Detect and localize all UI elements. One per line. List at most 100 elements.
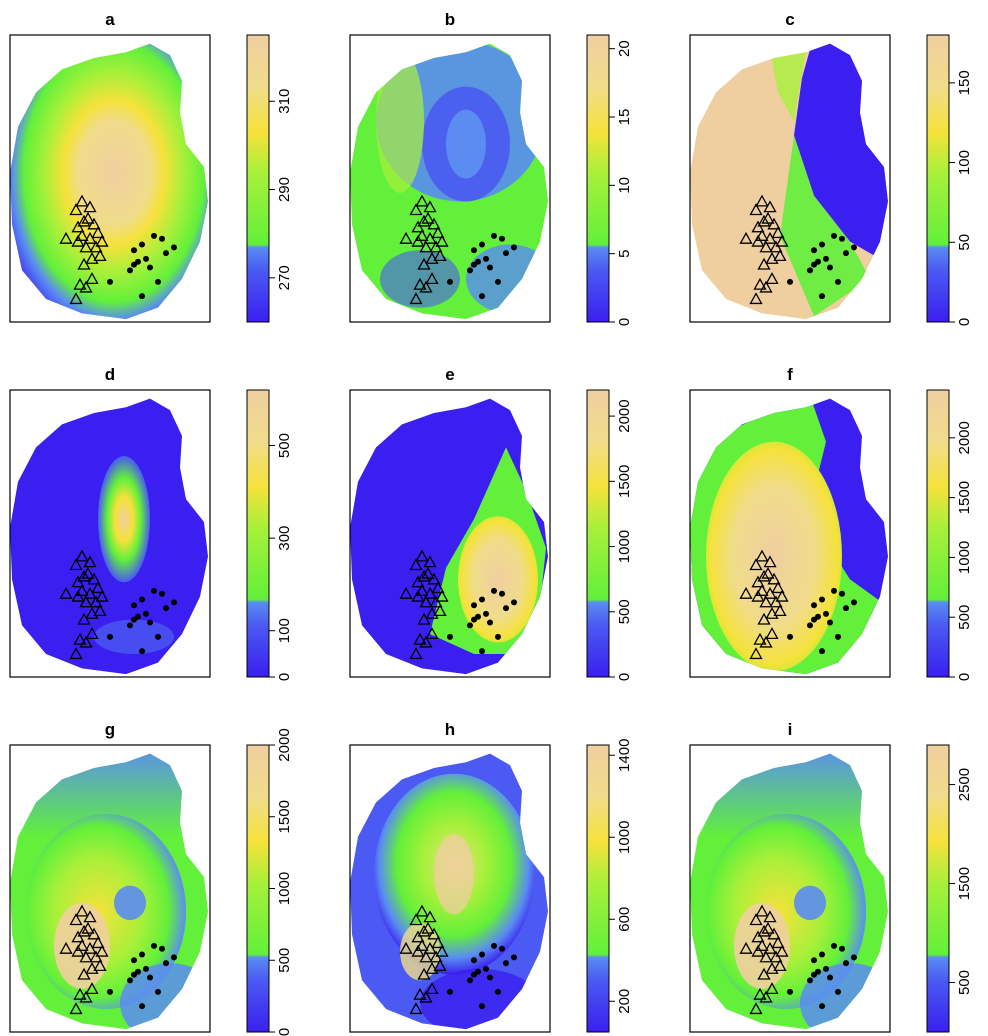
triangle-marker	[415, 904, 429, 917]
triangle-marker	[419, 280, 433, 293]
dot-marker	[471, 971, 477, 978]
dot-marker	[479, 648, 485, 655]
colorbar-tick-label: 150	[956, 70, 973, 95]
dot-marker	[839, 945, 845, 952]
triangle-marker	[759, 990, 773, 1003]
heatmap-surface	[10, 398, 208, 675]
triangle-marker	[757, 569, 771, 582]
triangle-marker	[755, 584, 769, 596]
dot-marker	[151, 587, 157, 594]
dot-marker	[171, 599, 177, 606]
triangle-marker	[765, 272, 779, 285]
triangle-marker	[423, 231, 437, 244]
triangle-marker	[69, 913, 83, 926]
triangle-marker	[73, 987, 87, 1000]
site-markers	[59, 194, 177, 305]
triangle-marker	[767, 927, 781, 940]
triangle-marker	[413, 632, 427, 645]
dot-marker	[131, 261, 137, 268]
dot-marker	[819, 951, 825, 958]
dot-marker	[835, 988, 841, 995]
triangle-marker	[423, 586, 437, 599]
dot-marker	[807, 622, 813, 629]
triangle-marker	[427, 927, 441, 940]
triangle-marker	[749, 913, 763, 926]
triangle-marker	[433, 249, 447, 262]
dot-marker	[479, 1003, 485, 1010]
dot-marker	[511, 599, 517, 606]
dot-marker	[151, 232, 157, 239]
triangle-marker	[763, 586, 777, 599]
dot-marker	[807, 267, 813, 274]
triangle-marker	[417, 924, 431, 937]
dot-marker	[447, 988, 453, 995]
panel-frame	[9, 389, 211, 678]
dot-marker	[131, 616, 137, 623]
colorbar	[586, 389, 610, 678]
dot-marker	[811, 261, 817, 268]
triangle-marker	[775, 234, 789, 247]
triangle-marker	[753, 632, 767, 645]
triangle-marker	[771, 581, 785, 594]
dot-marker	[471, 261, 477, 268]
triangle-marker	[757, 214, 771, 227]
triangle-marker	[85, 627, 99, 639]
triangle-marker	[773, 959, 787, 972]
dot-marker	[495, 988, 501, 995]
triangle-marker	[749, 1002, 763, 1015]
panel-a: a 270 290 310	[9, 10, 293, 323]
panel-title: i	[788, 720, 793, 739]
panel-frame	[689, 389, 891, 678]
triangle-marker	[433, 959, 447, 972]
triangle-marker	[87, 927, 101, 940]
dot-marker	[171, 244, 177, 251]
triangle-marker	[765, 982, 779, 994]
dot-marker	[811, 247, 817, 254]
colorbar-tick-label: 5	[616, 249, 633, 257]
triangle-marker	[431, 936, 445, 949]
colorbar-tick-label: 1500	[956, 481, 973, 514]
dot-marker	[499, 235, 505, 242]
triangle-marker	[77, 967, 91, 980]
dot-marker	[139, 1003, 145, 1010]
dot-marker	[467, 622, 473, 629]
dot-marker	[139, 596, 145, 603]
dot-marker	[147, 619, 153, 626]
dot-marker	[827, 619, 833, 626]
dot-marker	[831, 232, 837, 239]
triangle-marker	[85, 962, 99, 974]
triangle-marker	[81, 566, 95, 579]
dot-marker	[495, 633, 501, 640]
colorbar-tick-label: 600	[616, 907, 633, 932]
panel-f: f 0 500 1000 1500 2000	[689, 365, 973, 681]
dot-marker	[151, 942, 157, 949]
dot-marker	[503, 960, 509, 967]
site-markers	[739, 194, 857, 305]
triangle-marker	[69, 292, 83, 305]
dot-marker	[147, 264, 153, 271]
triangle-marker	[69, 647, 83, 660]
dot-marker	[159, 945, 165, 952]
triangle-marker	[767, 217, 781, 230]
triangle-marker	[765, 627, 779, 639]
triangle-marker	[755, 549, 769, 562]
triangle-marker	[751, 944, 765, 957]
colorbar-tick-label: 310	[276, 89, 293, 114]
site-markers	[399, 194, 517, 305]
triangle-marker	[419, 950, 433, 963]
dot-marker	[127, 622, 133, 629]
dot-marker	[163, 960, 169, 967]
dot-marker	[503, 250, 509, 257]
triangle-marker	[739, 586, 753, 599]
triangle-marker	[409, 1002, 423, 1015]
dot-marker	[163, 605, 169, 612]
panel-e: e 0 500 1000 1500 2000	[349, 365, 633, 681]
triangle-marker	[767, 572, 781, 585]
triangle-marker	[765, 607, 779, 619]
dot-marker	[835, 633, 841, 640]
dot-marker	[491, 587, 497, 594]
panel-g: g 0 500 1000 1500 2000	[9, 720, 293, 1036]
heatmap-zone	[794, 885, 826, 921]
panel-title: a	[105, 10, 115, 29]
colorbar-tick-label: 0	[276, 1028, 293, 1036]
